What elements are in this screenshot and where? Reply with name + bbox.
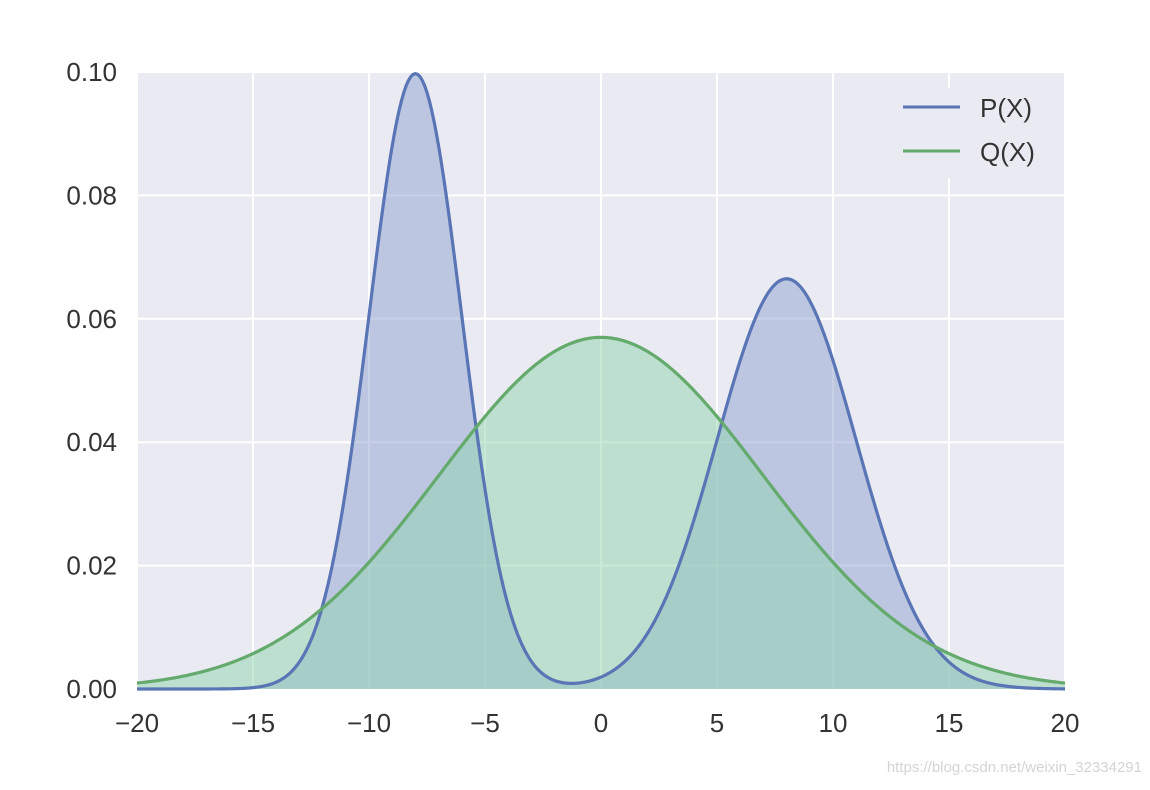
- x-tick-label: 20: [1051, 708, 1080, 738]
- x-tick-label: −5: [470, 708, 500, 738]
- area-fill-p: [137, 73, 1065, 689]
- x-axis: −20 −15 −10 −5 0 5 10 15 20: [115, 708, 1080, 738]
- legend-label-q: Q(X): [980, 137, 1035, 167]
- y-tick-label: 0.06: [66, 304, 117, 334]
- x-tick-label: −20: [115, 708, 159, 738]
- legend-box: [890, 88, 1050, 178]
- y-tick-label: 0.00: [66, 674, 117, 704]
- density-curves: [136, 72, 1066, 691]
- density-line-q: [136, 335, 1066, 685]
- x-tick-label: −10: [347, 708, 391, 738]
- legend-label-p: P(X): [980, 93, 1032, 123]
- y-tick-label: 0.10: [66, 57, 117, 87]
- x-tick-label: 15: [935, 708, 964, 738]
- x-tick-label: −15: [231, 708, 275, 738]
- area-fill-q: [137, 337, 1065, 689]
- y-tick-label: 0.04: [66, 427, 117, 457]
- y-tick-label: 0.08: [66, 180, 117, 210]
- density-line-p: [137, 72, 1066, 691]
- x-tick-label: 10: [819, 708, 848, 738]
- legend: P(X) Q(X): [890, 88, 1050, 178]
- density-areas: [137, 73, 1065, 689]
- x-tick-label: 0: [594, 708, 608, 738]
- y-tick-label: 0.02: [66, 551, 117, 581]
- x-tick-label: 5: [710, 708, 724, 738]
- watermark: https://blog.csdn.net/weixin_32334291: [886, 759, 1142, 776]
- y-axis: 0.00 0.02 0.04 0.06 0.08 0.10: [66, 57, 117, 704]
